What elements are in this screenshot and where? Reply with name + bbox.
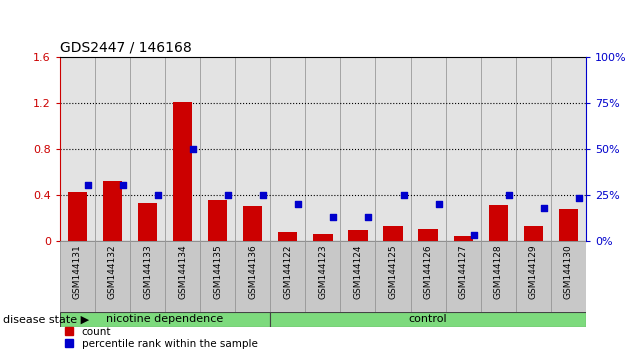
Bar [165, 57, 200, 241]
Point [223, 192, 233, 198]
Text: GSM144128: GSM144128 [494, 244, 503, 299]
Bar [481, 57, 516, 241]
Bar [270, 57, 306, 241]
Bar [165, 241, 200, 312]
Point [118, 183, 128, 188]
Bar [445, 241, 481, 312]
Bar [60, 57, 95, 241]
Bar [235, 57, 270, 241]
Bar [516, 57, 551, 241]
Bar [103, 181, 122, 241]
Bar [340, 241, 375, 312]
Bar [411, 57, 445, 241]
Text: GSM144134: GSM144134 [178, 244, 187, 299]
Bar [278, 232, 297, 241]
Point [258, 192, 268, 198]
Text: nicotine dependence: nicotine dependence [106, 314, 224, 325]
Point [574, 195, 584, 201]
Text: GSM144129: GSM144129 [529, 244, 538, 299]
Bar [489, 205, 508, 241]
Text: GDS2447 / 146168: GDS2447 / 146168 [60, 40, 192, 54]
Text: GSM144123: GSM144123 [318, 244, 328, 299]
Bar [173, 102, 192, 241]
Bar [340, 57, 375, 241]
Bar [481, 241, 516, 312]
Text: GSM144135: GSM144135 [213, 244, 222, 299]
Bar [348, 230, 367, 241]
Bar [516, 241, 551, 312]
Text: GSM144122: GSM144122 [284, 244, 292, 299]
Bar [200, 57, 235, 241]
Bar [384, 226, 403, 241]
Bar [551, 241, 586, 312]
Point [399, 192, 409, 198]
Bar [559, 209, 578, 241]
Bar [60, 312, 270, 327]
Bar [411, 241, 445, 312]
Text: GSM144133: GSM144133 [143, 244, 152, 299]
Bar [243, 206, 262, 241]
Text: GSM144132: GSM144132 [108, 244, 117, 299]
Bar [208, 200, 227, 241]
Text: GSM144127: GSM144127 [459, 244, 467, 299]
Bar [95, 241, 130, 312]
Point [504, 192, 514, 198]
Bar [375, 57, 411, 241]
Bar [68, 193, 87, 241]
Bar [375, 241, 411, 312]
Bar [138, 203, 157, 241]
Text: GSM144125: GSM144125 [389, 244, 398, 299]
Point [469, 232, 479, 238]
Point [153, 192, 163, 198]
Bar [445, 57, 481, 241]
Bar [95, 57, 130, 241]
Point [364, 214, 374, 219]
Point [188, 146, 198, 152]
Bar [200, 241, 235, 312]
Legend: count, percentile rank within the sample: count, percentile rank within the sample [65, 327, 258, 349]
Bar [313, 234, 333, 241]
Text: GSM144124: GSM144124 [353, 244, 362, 299]
Bar [524, 226, 543, 241]
Bar [130, 241, 165, 312]
Bar [551, 57, 586, 241]
Point [539, 205, 549, 210]
Bar [270, 312, 586, 327]
Point [83, 183, 93, 188]
Point [328, 214, 338, 219]
Text: GSM144131: GSM144131 [73, 244, 82, 299]
Bar [130, 57, 165, 241]
Point [294, 201, 304, 207]
Point [433, 201, 444, 207]
Bar [270, 241, 306, 312]
Text: control: control [409, 314, 447, 325]
Bar [306, 57, 340, 241]
Text: GSM144126: GSM144126 [423, 244, 433, 299]
Bar [306, 241, 340, 312]
Bar [418, 229, 438, 241]
Bar [60, 241, 95, 312]
Text: GSM144130: GSM144130 [564, 244, 573, 299]
Bar [235, 241, 270, 312]
Text: disease state ▶: disease state ▶ [3, 314, 89, 325]
Text: GSM144136: GSM144136 [248, 244, 257, 299]
Bar [454, 236, 472, 241]
